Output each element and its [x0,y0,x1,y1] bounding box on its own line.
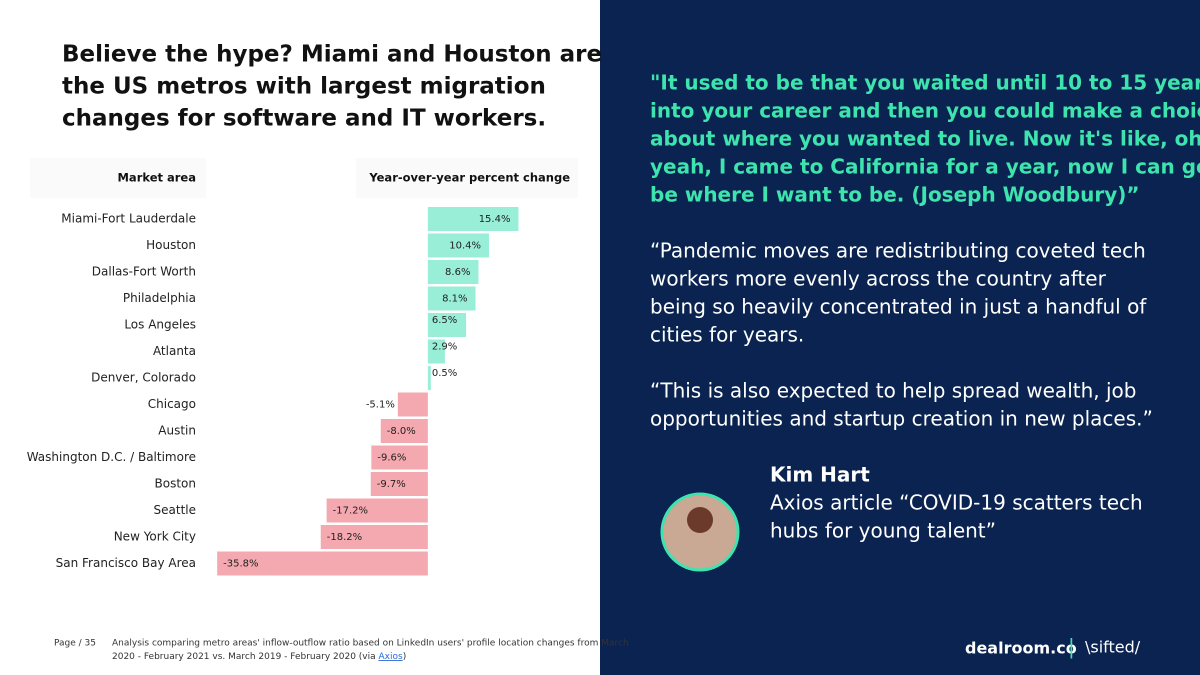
footnote: 2020 - February 2021 vs. March 2019 - Fe… [112,652,406,662]
footnote-link[interactable]: Axios [379,652,403,662]
value-label: 15.4% [479,214,511,225]
value-header: Year-over-year percent change [368,171,570,185]
logo-dealroom: dealroom.co [965,639,1077,658]
title: the US metros with largest migration [62,74,546,100]
category-label: Philadelphia [123,291,196,305]
category-label: Los Angeles [124,318,196,332]
bar [326,498,428,523]
category-label: Chicago [148,397,196,411]
bar [427,260,479,284]
value-label: -5.1% [366,400,395,411]
category-label: Washington D.C. / Baltimore [27,450,196,464]
paragraph: cities for years. [650,323,804,347]
bar [380,419,428,443]
value-label: 6.5% [432,315,457,326]
value-label: 8.1% [442,294,467,305]
bar [427,366,431,390]
page-number: Page / 35 [54,639,96,649]
quote: yeah, I came to California for a year, n… [650,155,1200,179]
value-label: -8.0% [387,426,416,437]
value-label: -9.6% [377,453,406,464]
value-label: -35.8% [223,559,258,570]
category-label: Dallas-Fort Worth [92,265,196,279]
paragraph: “This is also expected to help spread we… [650,379,1136,403]
logo-sifted: \sifted/ [1085,638,1141,657]
header-band [356,158,578,198]
quote: "It used to be that you waited until 10 … [650,71,1200,95]
category-label: Houston [146,238,196,252]
bar [427,339,445,364]
title: changes for software and IT workers. [62,106,546,132]
paragraph: workers more evenly across the country a… [650,267,1107,291]
bar [217,551,428,576]
quote: into your career and then you could make… [650,99,1200,123]
header-band [30,158,206,198]
bar [427,233,490,258]
bar [370,472,428,496]
value-label: -17.2% [333,506,368,517]
value-label: -18.2% [327,532,362,543]
author: Kim Hart [770,463,870,487]
bar [427,207,519,231]
quote: about where you wanted to live. Now it's… [650,127,1200,151]
category-label: Seattle [154,503,196,517]
category-label: San Francisco Bay Area [56,556,196,570]
footnote: Analysis comparing metro areas' inflow-o… [112,639,629,649]
bar [427,286,476,311]
bar [427,313,467,337]
avatar-head [687,507,713,533]
paragraph: opportunities and startup creation in ne… [650,407,1153,431]
footnote-text: 2020 - February 2021 vs. March 2019 - Fe… [112,652,379,662]
category-label: New York City [114,530,196,544]
quote: be where I want to be. (Joseph Woodbury)… [650,183,1140,207]
value-label: 10.4% [449,241,481,252]
category-label: Miami-Fort Lauderdale [61,212,196,226]
bar [320,525,428,549]
value-label: 2.9% [432,342,457,353]
footnote-text: ) [403,652,407,662]
bar [371,445,428,470]
logo-separator: | [1068,635,1075,659]
source: hubs for young talent” [770,519,996,543]
category-label: Atlanta [153,344,196,358]
category-label: Denver, Colorado [91,371,196,385]
category-label: Austin [158,424,196,438]
value-label: 0.5% [432,368,457,379]
value-label: -9.7% [377,479,406,490]
value-label: 8.6% [445,267,470,278]
source: Axios article “COVID-19 scatters tech [770,491,1143,515]
category-label: Boston [155,477,196,491]
title: Believe the hype? Miami and Houston are [62,42,602,68]
paragraph: being so heavily concentrated in just a … [650,295,1147,319]
bar [397,392,428,417]
paragraph: “Pandemic moves are redistributing covet… [650,239,1146,263]
category-header: Market area [117,171,196,185]
